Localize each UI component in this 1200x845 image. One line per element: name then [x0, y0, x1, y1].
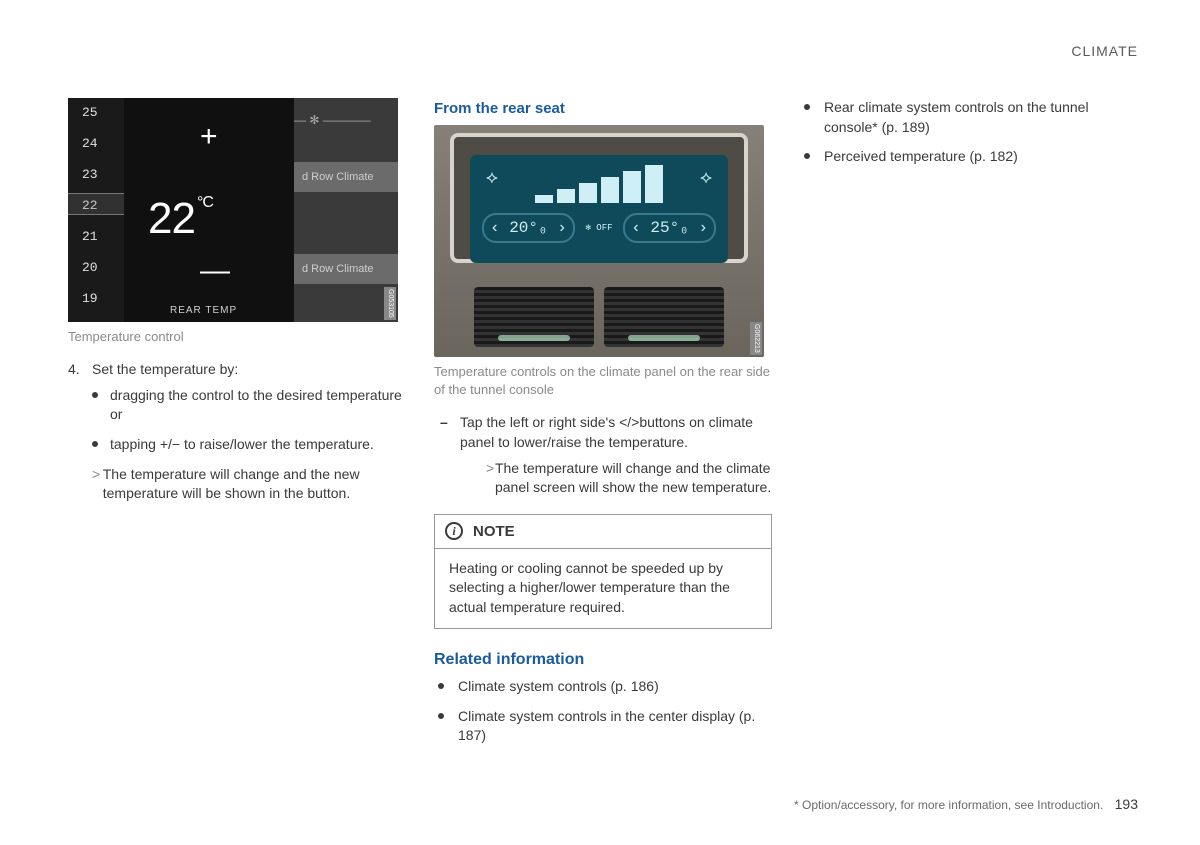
arrow-icon: >	[92, 465, 103, 504]
related-list: Climate system controls (p. 186) Climate …	[434, 677, 772, 746]
dash-item: Tap the left or right side's </>buttons …	[434, 413, 772, 497]
fan-bars	[535, 165, 663, 203]
step-bullets: dragging the control to the desired temp…	[68, 386, 406, 455]
row-climate-a: d Row Climate	[294, 162, 398, 192]
note-header: i NOTE	[435, 515, 771, 549]
temp-tick: 21	[82, 228, 98, 246]
page-number: 193	[1115, 796, 1138, 812]
related-item: Climate system controls in the center di…	[434, 707, 772, 746]
result-text: The temperature will change and the new …	[103, 465, 406, 504]
step-result: > The temperature will change and the ne…	[68, 465, 406, 504]
rear-seat-heading: From the rear seat	[434, 98, 772, 119]
note-box: i NOTE Heating or cooling cannot be spee…	[434, 514, 772, 629]
dash-result-text: The temperature will change and the clim…	[495, 459, 772, 498]
column-1: — ✻ ———— d Row Climate d Row Climate 25 2…	[68, 98, 406, 756]
minus-icon: —	[200, 250, 230, 292]
page-footer: * Option/accessory, for more information…	[794, 795, 1138, 815]
section-header: CLIMATE	[1071, 42, 1138, 62]
figure-code: G053105	[384, 287, 396, 320]
left-temp: ‹ 20°₀ ›	[482, 213, 575, 243]
related-heading: Related information	[434, 649, 772, 671]
fan-bar	[601, 177, 619, 203]
seat-heat-left-icon: ⟡	[486, 165, 498, 203]
page-columns: — ✻ ———— d Row Climate d Row Climate 25 2…	[0, 0, 1200, 756]
footnote: * Option/accessory, for more information…	[794, 798, 1103, 812]
arrow-icon: >	[486, 459, 495, 498]
plus-icon: +	[200, 116, 218, 158]
related-list-cont: Rear climate system controls on the tunn…	[800, 98, 1138, 167]
temp-value: 22°C	[148, 188, 211, 250]
info-icon: i	[445, 522, 463, 540]
dash-result: > The temperature will change and the cl…	[460, 459, 772, 498]
related-item: Perceived temperature (p. 182)	[800, 147, 1138, 167]
rear-temp-label: REAR TEMP	[170, 304, 237, 318]
vent-left	[474, 287, 594, 347]
step-number: 4.	[68, 360, 92, 380]
dash-instruction: Tap the left or right side's </>buttons …	[434, 413, 772, 497]
vent-right	[604, 287, 724, 347]
fan-bar	[623, 171, 641, 203]
temp-tick: 20	[82, 259, 98, 277]
lcd-screen: ⟡ ⟡ ‹ 20°₀ › ✻ OFF ‹ 25°₀ ›	[470, 155, 728, 263]
temp-number: 22	[148, 194, 195, 243]
temp-tick: 24	[82, 135, 98, 153]
fan-bar	[645, 165, 663, 203]
bullet-item: dragging the control to the desired temp…	[92, 386, 406, 425]
row-climate-b: d Row Climate	[294, 254, 398, 284]
temp-scale: 25242322212019	[68, 98, 124, 322]
figure-code-2: G062213	[750, 322, 762, 355]
air-vents	[474, 287, 724, 347]
column-2: From the rear seat ⟡ ⟡ ‹ 20°₀ › ✻ OFF ‹ …	[434, 98, 772, 756]
temp-tick: 25	[82, 104, 98, 122]
off-icon: ✻ OFF	[585, 222, 612, 235]
fan-bar	[535, 195, 553, 203]
fan-bar	[579, 183, 597, 203]
temp-tick: 23	[82, 166, 98, 184]
related-item: Climate system controls (p. 186)	[434, 677, 772, 697]
step-text: Set the temperature by:	[92, 360, 238, 380]
right-temp: ‹ 25°₀ ›	[623, 213, 716, 243]
dash-text: Tap the left or right side's </>buttons …	[460, 414, 753, 450]
figure-caption-2: Temperature controls on the climate pane…	[434, 363, 772, 399]
temp-overlay: + 22°C — REAR TEMP	[124, 98, 294, 322]
figure-caption-1: Temperature control	[68, 328, 406, 346]
temp-tick: 19	[82, 290, 98, 308]
temperature-control-figure: — ✻ ———— d Row Climate d Row Climate 25 2…	[68, 98, 398, 322]
rear-climate-figure: ⟡ ⟡ ‹ 20°₀ › ✻ OFF ‹ 25°₀ › G062213	[434, 125, 764, 357]
column-3: Rear climate system controls on the tunn…	[800, 98, 1138, 756]
fan-bar	[557, 189, 575, 203]
note-body: Heating or cooling cannot be speeded up …	[435, 549, 771, 628]
bullet-item: tapping +/− to raise/lower the temperatu…	[92, 435, 406, 455]
temp-highlight	[68, 193, 124, 215]
step-4: 4. Set the temperature by:	[68, 360, 406, 380]
temp-unit: °C	[197, 194, 213, 211]
related-item: Rear climate system controls on the tunn…	[800, 98, 1138, 137]
note-label: NOTE	[473, 521, 515, 542]
fan-indicator: — ✻ ————	[294, 112, 371, 129]
seat-heat-right-icon: ⟡	[700, 165, 712, 203]
